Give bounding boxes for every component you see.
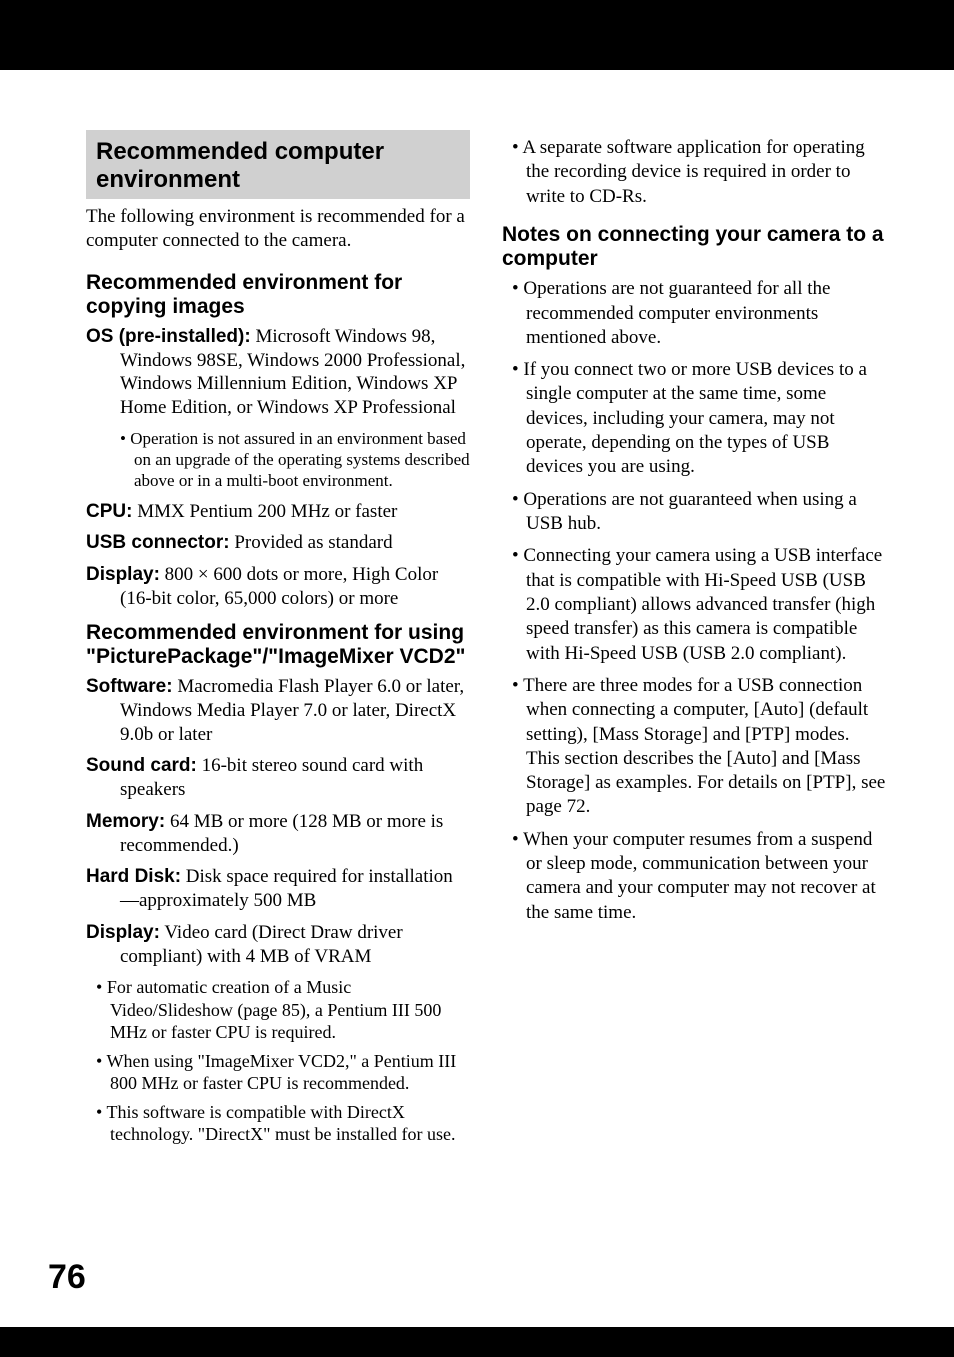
page: Recommended computer environment The fol… xyxy=(0,0,954,1357)
spec-sound-label: Sound card: xyxy=(86,755,197,776)
spec-software: Software: Macromedia Flash Player 6.0 or… xyxy=(86,675,470,746)
note-3: Operations are not guaranteed when using… xyxy=(502,488,886,537)
left-bullet-2: When using "ImageMixer VCD2," a Pentium … xyxy=(86,1050,470,1095)
left-column: Recommended computer environment The fol… xyxy=(86,130,470,1152)
spec-os: OS (pre-installed): Microsoft Windows 98… xyxy=(86,325,470,420)
spec-display2-label: Display: xyxy=(86,922,160,943)
page-number: 76 xyxy=(48,1258,86,1297)
note-2: If you connect two or more USB devices t… xyxy=(502,358,886,480)
spec-software-text: Macromedia Flash Player 6.0 or later, Wi… xyxy=(120,676,464,745)
spec-usb-label: USB connector: xyxy=(86,532,230,553)
note-1: Operations are not guaranteed for all th… xyxy=(502,277,886,350)
sub-heading-copying: Recommended environment for copying imag… xyxy=(86,271,470,319)
spec-memory-text: 64 MB or more (128 MB or more is recomme… xyxy=(120,811,443,856)
spec-display1: Display: 800 × 600 dots or more, High Co… xyxy=(86,563,470,611)
spec-hdd: Hard Disk: Disk space required for insta… xyxy=(86,865,470,913)
content-columns: Recommended computer environment The fol… xyxy=(86,130,886,1152)
section-heading: Recommended computer environment xyxy=(86,130,470,199)
spec-cpu: CPU: MMX Pentium 200 MHz or faster xyxy=(86,500,470,524)
spec-hdd-label: Hard Disk: xyxy=(86,866,181,887)
sub-heading-picturepackage: Recommended environment for using "Pictu… xyxy=(86,621,470,669)
spec-display1-label: Display: xyxy=(86,564,160,585)
note-5: There are three modes for a USB connecti… xyxy=(502,674,886,820)
spec-usb: USB connector: Provided as standard xyxy=(86,531,470,555)
spec-display1-text: 800 × 600 dots or more, High Color (16-b… xyxy=(120,564,438,609)
spec-os-note: Operation is not assured in an environme… xyxy=(86,428,470,492)
left-bullet-1: For automatic creation of a Music Video/… xyxy=(86,976,470,1044)
spec-cpu-label: CPU: xyxy=(86,501,132,522)
intro-text: The following environment is recommended… xyxy=(86,205,470,253)
right-column: A separate software application for oper… xyxy=(502,130,886,1152)
left-bullet-3: This software is compatible with DirectX… xyxy=(86,1101,470,1146)
spec-sound: Sound card: 16-bit stereo sound card wit… xyxy=(86,754,470,802)
spec-os-label: OS (pre-installed): xyxy=(86,326,251,347)
note-4: Connecting your camera using a USB inter… xyxy=(502,544,886,666)
right-top-bullet: A separate software application for oper… xyxy=(502,136,886,209)
spec-cpu-text: MMX Pentium 200 MHz or faster xyxy=(132,501,397,522)
spec-software-label: Software: xyxy=(86,676,173,697)
spec-display2-text: Video card (Direct Draw driver compliant… xyxy=(120,922,403,967)
spec-usb-text: Provided as standard xyxy=(230,532,393,553)
spec-memory-label: Memory: xyxy=(86,811,165,832)
top-black-bar xyxy=(0,0,954,70)
bottom-black-bar xyxy=(0,1327,954,1357)
note-6: When your computer resumes from a suspen… xyxy=(502,828,886,925)
notes-heading: Notes on connecting your camera to a com… xyxy=(502,223,886,271)
spec-memory: Memory: 64 MB or more (128 MB or more is… xyxy=(86,810,470,858)
spec-display2: Display: Video card (Direct Draw driver … xyxy=(86,921,470,969)
